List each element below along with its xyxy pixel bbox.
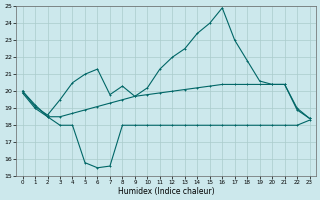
X-axis label: Humidex (Indice chaleur): Humidex (Indice chaleur) [118, 187, 214, 196]
